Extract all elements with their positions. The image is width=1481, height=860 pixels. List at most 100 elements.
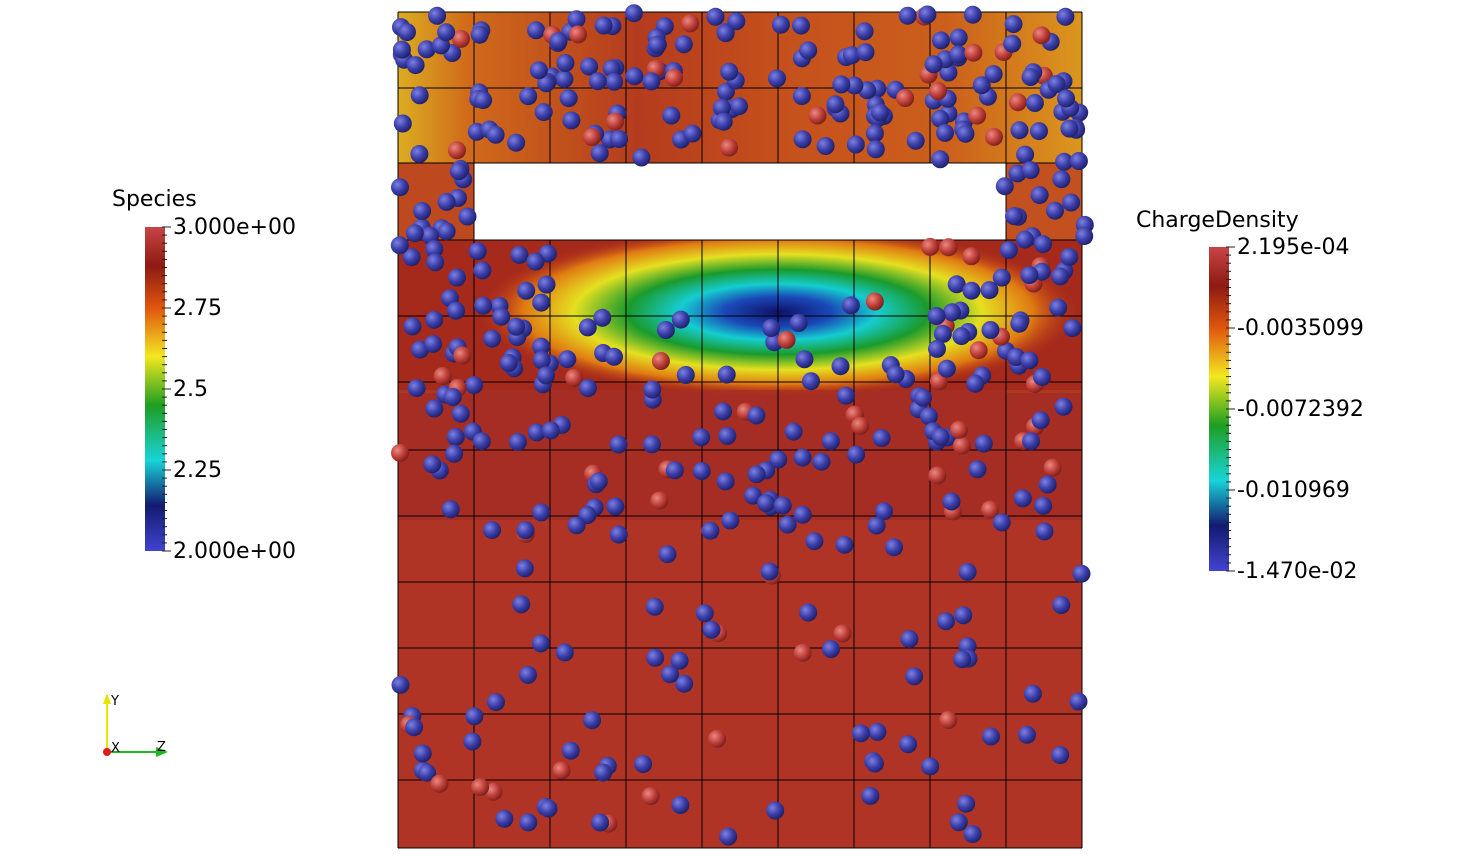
particle-species-2: [953, 650, 972, 669]
particle-species-2: [1022, 432, 1041, 451]
particle-species-2: [610, 130, 629, 148]
particle-species-2: [1075, 227, 1094, 246]
particle-species-2: [449, 162, 468, 181]
particle-species-2: [855, 22, 874, 41]
particle-species-2: [428, 6, 447, 25]
particle-species-2: [999, 241, 1018, 259]
particle-species-2: [692, 462, 711, 480]
orientation-axes-widget[interactable]: Y X Z: [103, 693, 168, 757]
particle-species-3: [720, 138, 738, 157]
particle-species-2: [447, 301, 465, 320]
particle-species-2: [391, 178, 409, 197]
particle-species-2: [519, 665, 537, 684]
particle-species-2: [906, 131, 925, 150]
particle-species-2: [898, 6, 917, 25]
charge-tick-1: -0.0035099: [1237, 316, 1364, 341]
particle-species-2: [931, 109, 950, 128]
particle-species-3: [793, 643, 812, 662]
particle-species-2: [413, 744, 432, 763]
particle-species-2: [579, 379, 597, 398]
particle-species-2: [532, 351, 551, 369]
particle-species-2: [927, 307, 946, 325]
particle-species-2: [512, 595, 531, 614]
particle-species-2: [646, 648, 665, 667]
particle-species-2: [899, 735, 918, 754]
particle-species-2: [762, 319, 781, 337]
particle-species-2: [980, 281, 999, 300]
particle-species-2: [1069, 692, 1088, 711]
particle-species-2: [835, 535, 854, 554]
particle-species-2: [537, 366, 555, 385]
particle-species-2: [1034, 496, 1053, 515]
particle-species-2: [398, 23, 416, 42]
particle-species-3: [952, 436, 971, 455]
particle-species-2: [919, 407, 938, 426]
particle-species-2: [463, 732, 482, 751]
particle-species-2: [816, 137, 835, 155]
particle-species-2: [516, 521, 535, 540]
particle-species-2: [676, 366, 695, 384]
particle-species-2: [845, 76, 864, 95]
particle-species-2: [437, 23, 456, 42]
particle-species-2: [534, 103, 553, 122]
particle-species-3: [391, 443, 409, 462]
particle-species-2: [992, 268, 1011, 287]
particle-species-2: [1060, 247, 1079, 266]
particle-species-2: [718, 426, 737, 445]
particle-species-2: [527, 423, 546, 442]
particle-species-2: [982, 727, 1000, 746]
particle-species-2: [1047, 75, 1066, 93]
particle-species-3: [552, 761, 571, 780]
particle-species-2: [458, 207, 477, 226]
particle-species-2: [984, 65, 1003, 84]
particle-species-2: [425, 399, 444, 418]
z-axis-arrow-icon: [156, 747, 168, 757]
particle-species-2: [867, 516, 886, 535]
particle-species-2: [671, 310, 690, 329]
species-tick-max: 3.000e+00: [173, 215, 296, 240]
particle-species-2: [465, 376, 483, 395]
particle-species-2: [933, 324, 952, 343]
particle-species-2: [559, 89, 578, 108]
particle-species-3: [939, 711, 958, 729]
particle-species-2: [861, 786, 880, 805]
particle-species-2: [717, 365, 736, 384]
particle-species-3: [939, 238, 958, 257]
particle-species-2: [943, 303, 961, 322]
particle-species-3: [962, 247, 981, 266]
particle-species-2: [532, 293, 551, 312]
particle-species-2: [671, 796, 690, 814]
particle-species-2: [692, 428, 711, 447]
particle-species-2: [730, 97, 748, 116]
particle-species-2: [789, 313, 808, 332]
particle-species-2: [1034, 235, 1052, 254]
particle-species-2: [1020, 351, 1039, 370]
particle-species-2: [1013, 489, 1032, 508]
particle-species-2: [1021, 68, 1040, 86]
particle-species-2: [609, 435, 628, 454]
particle-species-2: [1062, 193, 1081, 212]
particle-species-2: [866, 140, 885, 159]
y-axis-arrow-icon: [103, 693, 111, 704]
particle-species-2: [865, 124, 884, 143]
particle-species-2: [972, 76, 991, 95]
particle-species-2: [747, 406, 766, 425]
particle-species-2: [1030, 122, 1048, 141]
particle-species-2: [706, 7, 725, 26]
particle-species-2: [390, 236, 409, 255]
particle-species-2: [952, 327, 971, 346]
particle-species-2: [875, 502, 893, 521]
particle-species-2: [822, 640, 840, 659]
particle-species-3: [851, 416, 870, 435]
particle-species-3: [969, 341, 988, 360]
particle-species-2: [424, 334, 443, 353]
particle-species-2: [1063, 319, 1082, 338]
particle-species-2: [900, 630, 919, 649]
particle-species-2: [1025, 94, 1044, 112]
particle-species-2: [784, 422, 803, 441]
particle-species-2: [968, 460, 987, 479]
particle-species-2: [856, 43, 875, 62]
particle-species-2: [716, 24, 735, 43]
particle-species-2: [562, 111, 581, 130]
